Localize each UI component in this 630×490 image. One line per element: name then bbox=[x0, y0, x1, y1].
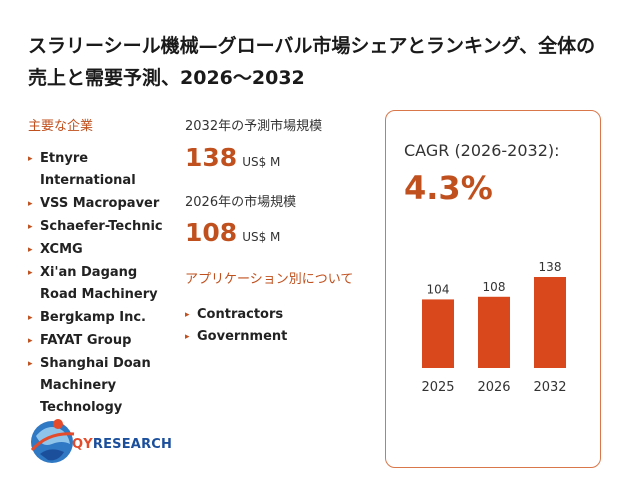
bar-value-label: 104 bbox=[427, 282, 450, 296]
bullet-arrow-icon: ▸ bbox=[28, 336, 33, 346]
bullet-arrow-icon: ▸ bbox=[28, 199, 33, 209]
forecast-stat: 138 US$ M bbox=[185, 143, 280, 172]
company-item: ▸ XCMG bbox=[28, 239, 178, 261]
bar-2026 bbox=[478, 296, 510, 368]
company-item: ▸ Xi'an Dagang Road Machinery bbox=[28, 262, 178, 306]
category-tick-label: 2032 bbox=[533, 380, 566, 395]
application-item: ▸ Contractors bbox=[185, 304, 287, 326]
bullet-arrow-icon: ▸ bbox=[28, 222, 33, 232]
company-name: VSS Macropaver bbox=[40, 196, 160, 211]
application-list: ▸ Contractors ▸ Government bbox=[185, 304, 287, 348]
applications-heading: アプリケーション別について bbox=[185, 272, 354, 287]
bullet-arrow-icon: ▸ bbox=[28, 359, 33, 369]
bullet-arrow-icon: ▸ bbox=[28, 154, 33, 164]
globe-icon bbox=[30, 419, 75, 463]
bullet-arrow-icon: ▸ bbox=[28, 268, 33, 278]
company-name: Shanghai Doan Machinery Technology bbox=[40, 356, 151, 415]
company-item: ▸ Bergkamp Inc. bbox=[28, 307, 178, 329]
page-title: スラリーシール機械—グローバル市場シェアとランキング、全体の売上と需要予測、20… bbox=[28, 35, 596, 89]
cagr-value: 4.3% bbox=[404, 169, 493, 207]
current-value: 108 bbox=[185, 218, 238, 247]
application-name: Contractors bbox=[197, 307, 284, 322]
logo-suffix: RESEARCH bbox=[92, 437, 173, 452]
bullet-arrow-icon: ▸ bbox=[185, 332, 190, 342]
bullet-arrow-icon: ▸ bbox=[28, 245, 33, 255]
application-item: ▸ Government bbox=[185, 326, 287, 348]
company-name: Etnyre International bbox=[40, 151, 136, 188]
current-unit: US$ M bbox=[242, 230, 281, 244]
qyresearch-logo: QYRESEARCH bbox=[28, 410, 172, 470]
cagr-card: CAGR (2026-2032): 4.3% 104 2025 108 2026 138… bbox=[385, 110, 601, 468]
company-item: ▸ VSS Macropaver bbox=[28, 193, 178, 215]
category-tick-label: 2026 bbox=[477, 380, 510, 395]
bar-2025 bbox=[422, 299, 454, 368]
bar-value-label: 108 bbox=[483, 280, 506, 294]
market-size-bar-chart: 104 2025 108 2026 138 2032 bbox=[421, 260, 566, 395]
bar-2032 bbox=[534, 277, 566, 368]
current-label: 2026年の市場規模 bbox=[185, 195, 297, 210]
company-name: Bergkamp Inc. bbox=[40, 310, 146, 325]
company-item: ▸ Etnyre International bbox=[28, 148, 178, 192]
logo-prefix: QY bbox=[72, 437, 93, 452]
category-tick-label: 2025 bbox=[421, 380, 454, 395]
company-item: ▸ FAYAT Group bbox=[28, 330, 178, 352]
bullet-arrow-icon: ▸ bbox=[28, 313, 33, 323]
forecast-value: 138 bbox=[185, 143, 238, 172]
cagr-label: CAGR (2026-2032): bbox=[404, 141, 560, 160]
current-stat: 108 US$ M bbox=[185, 218, 280, 247]
forecast-label: 2032年の予測市場規模 bbox=[185, 119, 323, 134]
forecast-unit: US$ M bbox=[242, 155, 281, 169]
application-name: Government bbox=[197, 329, 288, 344]
company-name: FAYAT Group bbox=[40, 333, 132, 348]
company-list: ▸ Etnyre International ▸ VSS Macropaver ▸ S… bbox=[28, 148, 178, 420]
logo-wordmark: QYRESEARCH bbox=[72, 437, 172, 452]
bar-value-label: 138 bbox=[539, 260, 562, 274]
companies-heading: 主要な企業 bbox=[28, 119, 94, 134]
company-item: ▸ Shanghai Doan Machinery Technology bbox=[28, 353, 178, 419]
company-name: Schaefer-Technic bbox=[40, 219, 163, 234]
company-name: Xi'an Dagang Road Machinery bbox=[40, 265, 158, 302]
company-item: ▸ Schaefer-Technic bbox=[28, 216, 178, 238]
company-name: XCMG bbox=[40, 242, 83, 257]
bullet-arrow-icon: ▸ bbox=[185, 310, 190, 320]
